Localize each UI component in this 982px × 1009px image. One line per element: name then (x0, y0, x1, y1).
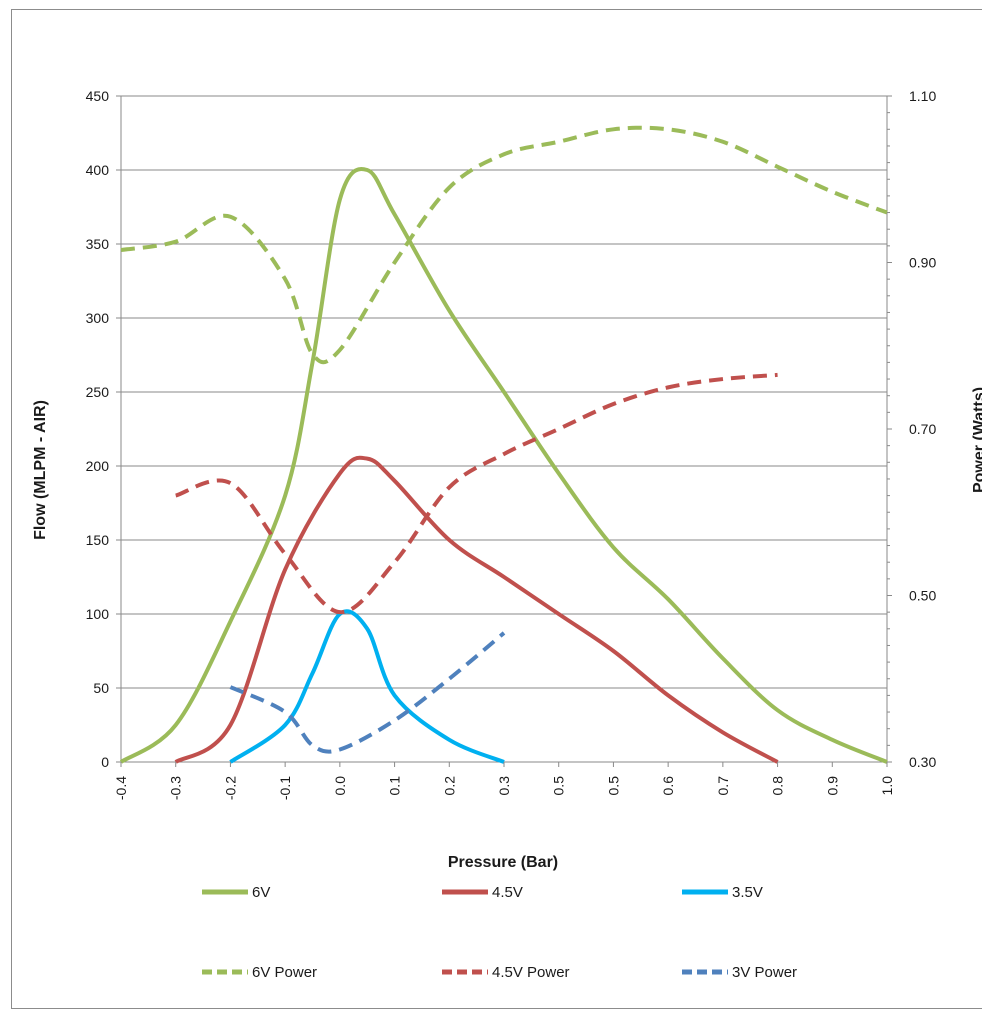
y-tick-label: 250 (86, 384, 110, 400)
y-tick-label: 400 (86, 162, 110, 178)
x-tick-label: 0.8 (770, 776, 786, 796)
y2-tick-label: 0.90 (909, 255, 936, 271)
series-line-3-5v (229, 609, 505, 764)
y-tick-label: 0 (101, 754, 109, 770)
y-tick-label: 200 (86, 458, 110, 474)
y-tick-label: 50 (93, 680, 109, 696)
y-tick-label: 300 (86, 310, 110, 326)
chart-svg: 0 50 100 150 200 250 300 350 400 450 0.30 0.50 0.70 0… (32, 88, 982, 981)
x-tick-label: 0.5 (551, 776, 567, 796)
x-tick-label: 0.0 (332, 776, 348, 796)
legend-label: 4.5V (492, 884, 523, 901)
x-tick-label: 1.0 (879, 776, 895, 796)
series-line-4-5v (174, 455, 779, 764)
y-axis-title: Flow (MLPM - AIR) (32, 400, 49, 540)
x-tick-label: -0.1 (277, 776, 293, 800)
y2-axis-title: Power (Watts) (971, 387, 982, 493)
legend-label: 6V Power (252, 964, 317, 981)
y2-tick-label: 0.50 (909, 588, 936, 604)
series-line-3v-power (229, 631, 506, 754)
x-tick-label: 0.7 (715, 776, 731, 796)
y2-tick-label: 0.30 (909, 754, 936, 770)
x-tick-label: 0.2 (441, 776, 457, 796)
x-tick-label: 0.9 (824, 776, 840, 796)
chart-frame: 0 50 100 150 200 250 300 350 400 450 0.30 0.50 0.70 0… (11, 9, 982, 1009)
y2-tick-label: 0.70 (909, 421, 936, 437)
x-tick-label: 0.1 (387, 776, 403, 796)
x-tick-label: 0.6 (660, 776, 676, 796)
y-tick-label: 150 (86, 532, 110, 548)
x-tick-label: -0.3 (168, 776, 184, 800)
x-tick-label: -0.4 (113, 776, 129, 800)
x-tick-label: -0.2 (222, 776, 238, 800)
series-line-4-5v-power (175, 372, 778, 615)
y-tick-label: 450 (86, 88, 110, 104)
legend-label: 3.5V (732, 884, 763, 901)
legend-label: 3V Power (732, 964, 797, 981)
legend-label: 6V (252, 884, 270, 901)
y-tick-label: 350 (86, 236, 110, 252)
series-line-6v (119, 167, 888, 764)
x-axis-title: Pressure (Bar) (448, 854, 558, 871)
series-line-6v-power (120, 125, 888, 365)
y-tick-label: 100 (86, 606, 110, 622)
x-tick-label: 0.3 (496, 776, 512, 796)
x-tick-label: 0.5 (605, 776, 621, 796)
y2-tick-label: 1.10 (909, 88, 936, 104)
legend-label: 4.5V Power (492, 964, 570, 981)
